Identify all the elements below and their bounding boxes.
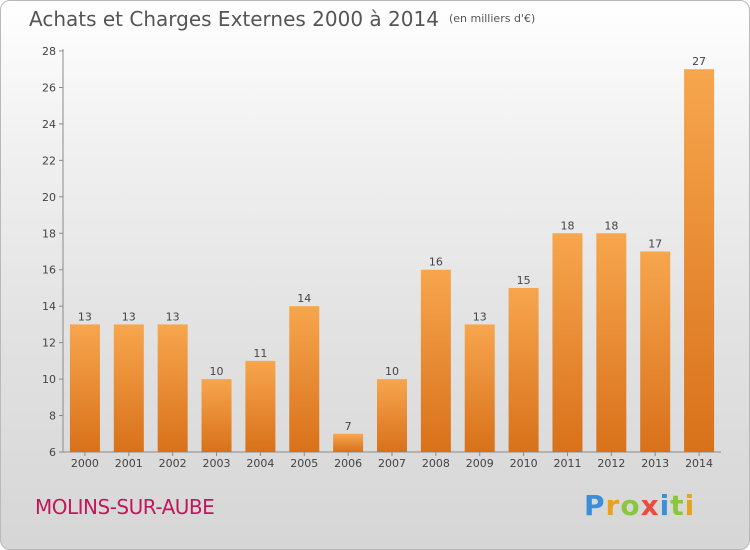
logo-letter: P [584, 489, 606, 522]
chart-unit: (en milliers d'€) [448, 12, 536, 25]
y-tick-label: 8 [49, 410, 56, 423]
y-tick-label: 26 [42, 81, 56, 94]
bar [552, 233, 583, 452]
x-tick-label: 2010 [510, 457, 538, 470]
x-tick-label: 2006 [334, 457, 362, 470]
y-tick-label: 16 [42, 264, 56, 277]
x-tick-label: 2003 [203, 457, 231, 470]
logo-letter: i [684, 489, 696, 522]
y-tick-label: 28 [42, 45, 56, 58]
x-tick-label: 2007 [378, 457, 406, 470]
bar-value-label: 13 [473, 310, 487, 323]
x-tick-label: 2009 [466, 457, 494, 470]
commune-name: MOLINS-SUR-AUBE [35, 495, 215, 519]
y-tick-label: 22 [42, 154, 56, 167]
y-tick-label: 18 [42, 227, 56, 240]
y-tick-label: 10 [42, 373, 56, 386]
logo-letter: t [670, 489, 685, 522]
bar-value-label: 13 [78, 310, 92, 323]
bar-value-label: 16 [429, 256, 443, 269]
bar-value-label: 27 [692, 55, 706, 68]
logo-letter: r [605, 489, 621, 522]
bar [684, 69, 715, 453]
bar-value-label: 14 [297, 292, 311, 305]
x-tick-label: 2005 [290, 457, 318, 470]
bar-value-label: 18 [560, 219, 574, 232]
x-tick-label: 2014 [685, 457, 713, 470]
bar [157, 324, 188, 452]
bar-value-label: 11 [253, 347, 267, 360]
x-tick-label: 2011 [553, 457, 581, 470]
bar-value-label: 17 [648, 238, 662, 251]
x-tick-label: 2001 [115, 457, 143, 470]
y-tick-label: 6 [49, 446, 56, 459]
chart-title: Achats et Charges Externes 2000 à 2014 (e… [29, 7, 535, 31]
bar [640, 251, 671, 452]
chart-title-text: Achats et Charges Externes 2000 à 2014 [29, 7, 439, 31]
bar [333, 433, 364, 452]
bar-value-label: 15 [517, 274, 531, 287]
bar [420, 269, 451, 452]
bar [113, 324, 144, 452]
bar [377, 379, 407, 452]
bar [596, 233, 627, 452]
bar-value-label: 13 [122, 310, 136, 323]
bar-value-label: 10 [385, 365, 399, 378]
x-tick-label: 2012 [597, 457, 625, 470]
bar [69, 324, 100, 452]
y-tick-label: 14 [42, 300, 56, 313]
bar [464, 324, 495, 452]
logo-letter: x [640, 489, 660, 522]
x-tick-label: 2008 [422, 457, 450, 470]
bar-value-label: 18 [604, 219, 618, 232]
x-tick-label: 2004 [246, 457, 274, 470]
bar [508, 287, 539, 452]
bar-value-label: 13 [166, 310, 180, 323]
y-tick-label: 12 [42, 337, 56, 350]
bar-value-label: 7 [345, 420, 352, 433]
bar [245, 360, 276, 452]
bar [289, 306, 320, 452]
x-tick-label: 2000 [71, 457, 99, 470]
bar-value-label: 10 [210, 365, 224, 378]
y-tick-label: 20 [42, 191, 56, 204]
x-tick-label: 2013 [641, 457, 669, 470]
logo-letter: i [659, 489, 671, 522]
y-tick-label: 24 [42, 118, 56, 131]
bar [201, 379, 232, 452]
logo-letter: o [620, 489, 641, 522]
x-tick-label: 2002 [159, 457, 187, 470]
proxiti-logo[interactable]: Proxiti [584, 489, 695, 522]
